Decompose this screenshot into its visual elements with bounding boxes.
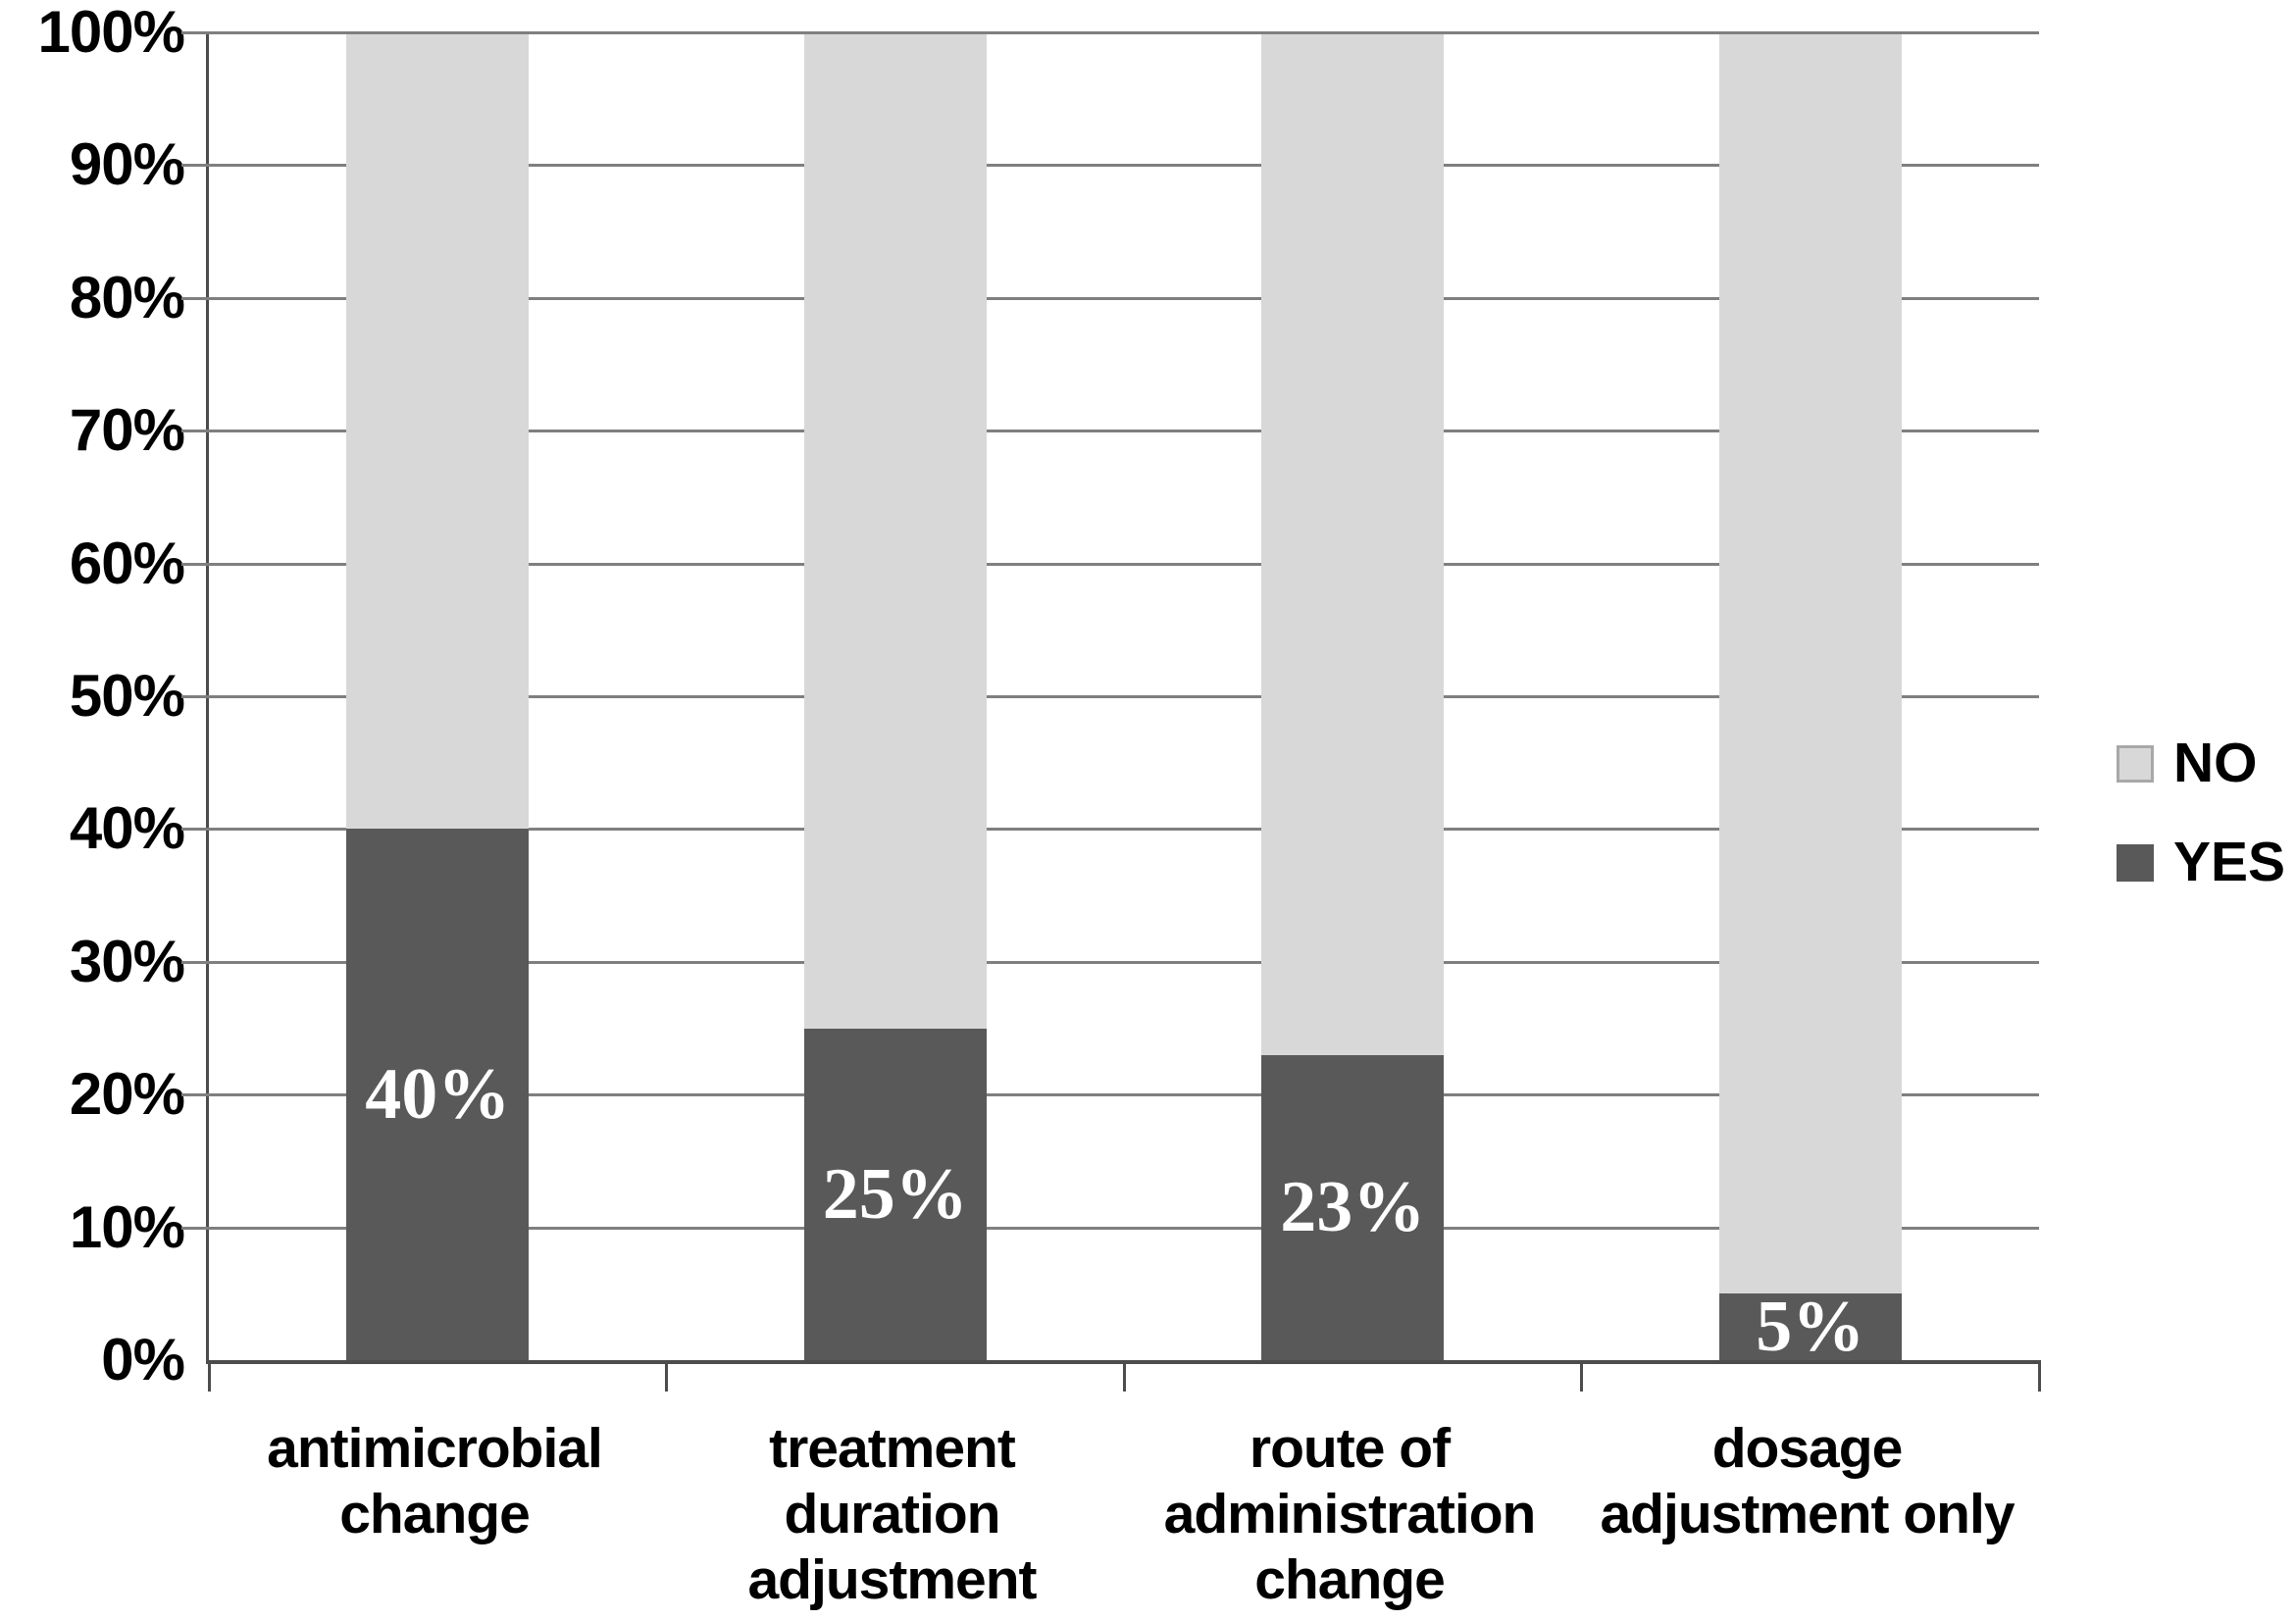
bar-2: 25%: [803, 32, 987, 1360]
gridline-40%: [181, 828, 2039, 832]
bar-4: 5%: [1718, 32, 1902, 1368]
x-axis-tick: [2037, 1360, 2041, 1392]
legend-item-no: NO: [2117, 735, 2285, 791]
bar-segment-no: [803, 32, 987, 1029]
bar-segment-no: [346, 32, 530, 830]
legend-yes-swatch-icon: [2117, 843, 2154, 882]
gridline-50%: [181, 695, 2039, 698]
gridline-100%: [181, 31, 2039, 34]
legend-no-label: NO: [2173, 732, 2258, 794]
bar-segment-no: [1261, 32, 1445, 1055]
legend-yes-label: YES: [2173, 831, 2286, 893]
legend-no-swatch-icon: [2117, 744, 2154, 783]
y-axis-tick-label: 0%: [101, 1327, 185, 1392]
y-axis-tick-label: 60%: [69, 530, 185, 596]
x-axis-tick: [207, 1360, 211, 1392]
gridline-20%: [181, 1093, 2039, 1097]
gridline-90%: [181, 164, 2039, 168]
gridline-60%: [181, 562, 2039, 566]
category-label: treatment duration adjustment: [747, 1417, 1037, 1611]
y-axis-tick-label: 40%: [69, 795, 185, 862]
bar-1: 40%: [346, 32, 530, 1360]
bar-segment-yes: 40%: [346, 829, 530, 1360]
y-axis-tick-label: 30%: [69, 928, 185, 994]
bar-value-label: 5%: [1756, 1287, 1865, 1368]
y-axis-tick-label: 10%: [69, 1193, 185, 1260]
bar-segment-no: [1718, 32, 1902, 1294]
plot-area: 40% 25% 23% 5%: [181, 31, 2041, 1392]
bar-value-label: 25%: [822, 1153, 968, 1235]
bar-value-label: 40%: [365, 1054, 511, 1136]
legend: NO YES: [2117, 735, 2285, 890]
legend-item-yes: YES: [2117, 835, 2285, 890]
y-axis-tick-label: 20%: [69, 1061, 185, 1128]
bar-value-label: 23%: [1280, 1167, 1426, 1248]
x-axis-tick: [1122, 1360, 1126, 1392]
gridline-70%: [181, 430, 2039, 433]
y-axis-tick-label: 80%: [69, 264, 185, 330]
bar-segment-yes: 5%: [1718, 1287, 1902, 1368]
category-label: antimicrobial change: [267, 1417, 603, 1545]
bar-segment-yes: 23%: [1261, 1054, 1445, 1360]
x-axis-tick: [665, 1360, 668, 1392]
y-axis-tick-label: 70%: [69, 397, 185, 464]
gridline-10%: [181, 1226, 2039, 1230]
x-axis-tick: [1580, 1360, 1583, 1392]
bar-segment-yes: 25%: [803, 1028, 987, 1360]
category-label: dosage adjustment only: [1600, 1417, 2015, 1545]
gridline-80%: [181, 296, 2039, 300]
gridline-30%: [181, 960, 2039, 964]
category-label: route of administration change: [1163, 1417, 1537, 1611]
y-axis-tick-label: 50%: [69, 663, 185, 729]
y-axis-tick-label: 90%: [69, 131, 185, 198]
y-axis-tick-label: 100%: [37, 0, 185, 65]
bar-3: 23%: [1261, 32, 1445, 1360]
